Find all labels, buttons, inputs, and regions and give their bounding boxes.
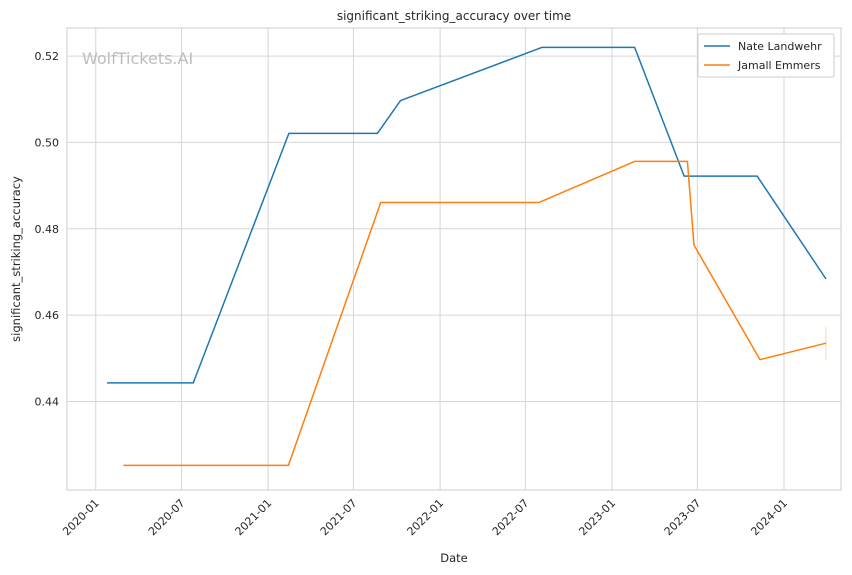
series-lines: [107, 46, 827, 467]
x-tick-label: 2020-07: [146, 497, 188, 539]
x-tick-label: 2021-07: [318, 497, 360, 539]
legend: Nate Landwehr Jamall Emmers: [697, 33, 835, 78]
y-tick-labels: 0.44 0.46 0.48 0.50 0.52: [35, 50, 60, 408]
x-tick-label: 2023-01: [576, 497, 618, 539]
x-tick-labels: 2020-01 2020-07 2021-01 2021-07 2022-01 2022-…: [60, 497, 790, 539]
watermark: WolfTickets.AI: [82, 49, 193, 68]
series-line-0: [107, 46, 827, 384]
y-axis-label: significant_striking_accuracy: [9, 176, 23, 342]
x-tick-label: 2021-01: [233, 497, 275, 539]
x-tick-label: 2020-01: [60, 497, 102, 539]
chart-title: significant_striking_accuracy over time: [337, 9, 571, 23]
legend-label-0: Nate Landwehr: [738, 40, 822, 53]
x-tick-label: 2023-07: [662, 497, 704, 539]
x-axis-label: Date: [440, 551, 468, 565]
legend-box: [697, 33, 835, 78]
grid: [67, 28, 841, 490]
y-tick-label: 0.44: [35, 395, 60, 408]
x-tick-label: 2022-01: [405, 497, 447, 539]
y-tick-label: 0.52: [35, 50, 60, 63]
y-tick-label: 0.50: [35, 136, 60, 149]
legend-label-1: Jamall Emmers: [737, 59, 821, 72]
plot-frame: [66, 27, 842, 491]
x-tick-label: 2022-07: [490, 497, 532, 539]
y-tick-label: 0.46: [35, 309, 60, 322]
series-line-1: [123, 160, 827, 467]
y-tick-label: 0.48: [35, 223, 60, 236]
x-tick-label: 2024-01: [748, 497, 790, 539]
